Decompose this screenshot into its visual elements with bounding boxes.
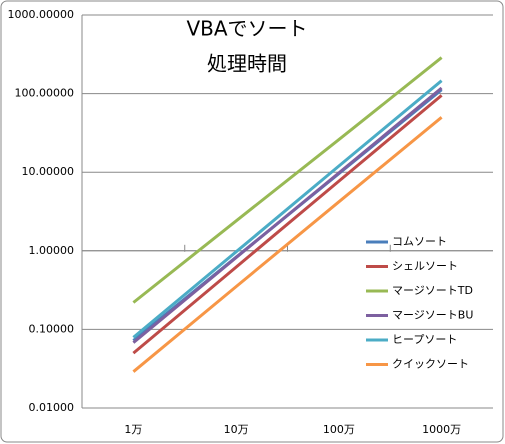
y-tick-label: 100.00000 — [15, 87, 75, 100]
series-line — [132, 116, 443, 373]
legend-label: マージソートTD — [392, 284, 473, 297]
legend-label: クイックソート — [392, 358, 469, 371]
y-tick-label: 1000.00000 — [8, 8, 74, 21]
y-tick-label: 0.10000 — [29, 322, 75, 335]
legend-label: シェルソート — [392, 260, 458, 273]
series-line — [132, 56, 443, 304]
x-tick-label: 100万 — [323, 423, 355, 436]
series-line — [132, 79, 443, 339]
y-tick-label: 10.00000 — [22, 165, 75, 178]
y-tick-label: 1.00000 — [29, 244, 75, 257]
series-line — [132, 94, 443, 355]
x-tick-label: 1万 — [124, 423, 142, 436]
legend-label: マージソートBU — [392, 309, 473, 322]
x-tick-label: 1000万 — [422, 423, 461, 436]
chart-title: VBAでソート — [186, 17, 307, 41]
y-tick-label: 0.01000 — [29, 401, 75, 414]
x-tick-label: 10万 — [224, 423, 249, 436]
legend-label: コムソート — [392, 235, 447, 248]
chart-title: 処理時間 — [207, 52, 287, 76]
series-line — [132, 86, 443, 344]
legend-label: ヒープソート — [392, 333, 457, 346]
